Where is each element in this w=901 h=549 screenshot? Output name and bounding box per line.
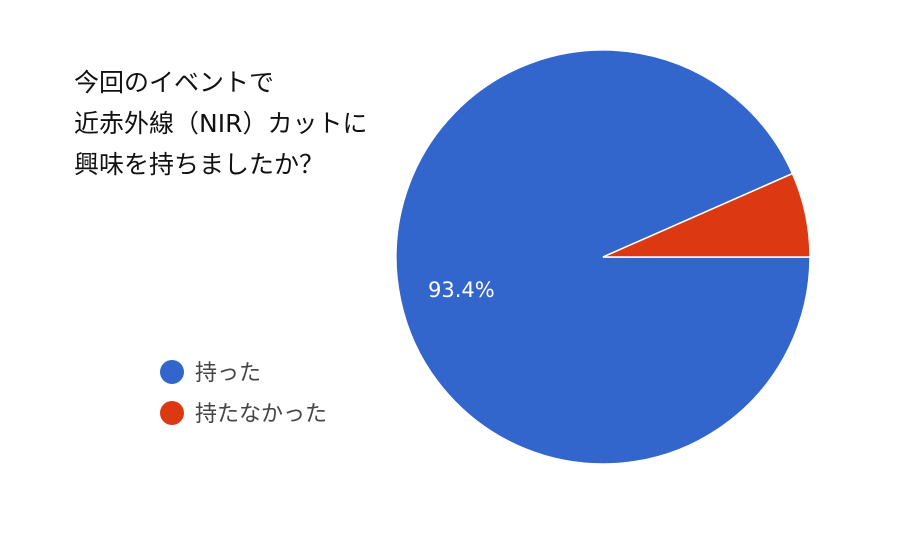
chart-title-line: 興味を持ちましたか？ <box>74 150 325 179</box>
chart-title-line: 近赤外線（NIR）カットに <box>74 109 368 138</box>
legend-label: 持たなかった <box>195 402 327 427</box>
chart-title-line: 今回のイベントで <box>74 68 275 97</box>
slice-data-label: 93.4% <box>428 278 495 302</box>
legend-label: 持った <box>195 361 261 386</box>
legend-marker <box>160 360 184 384</box>
legend-marker <box>160 401 184 425</box>
chart-title: 今回のイベントで 近赤外線（NIR）カットに 興味を持ちましたか？ <box>74 62 367 185</box>
pie-slice-2 <box>602 172 811 258</box>
